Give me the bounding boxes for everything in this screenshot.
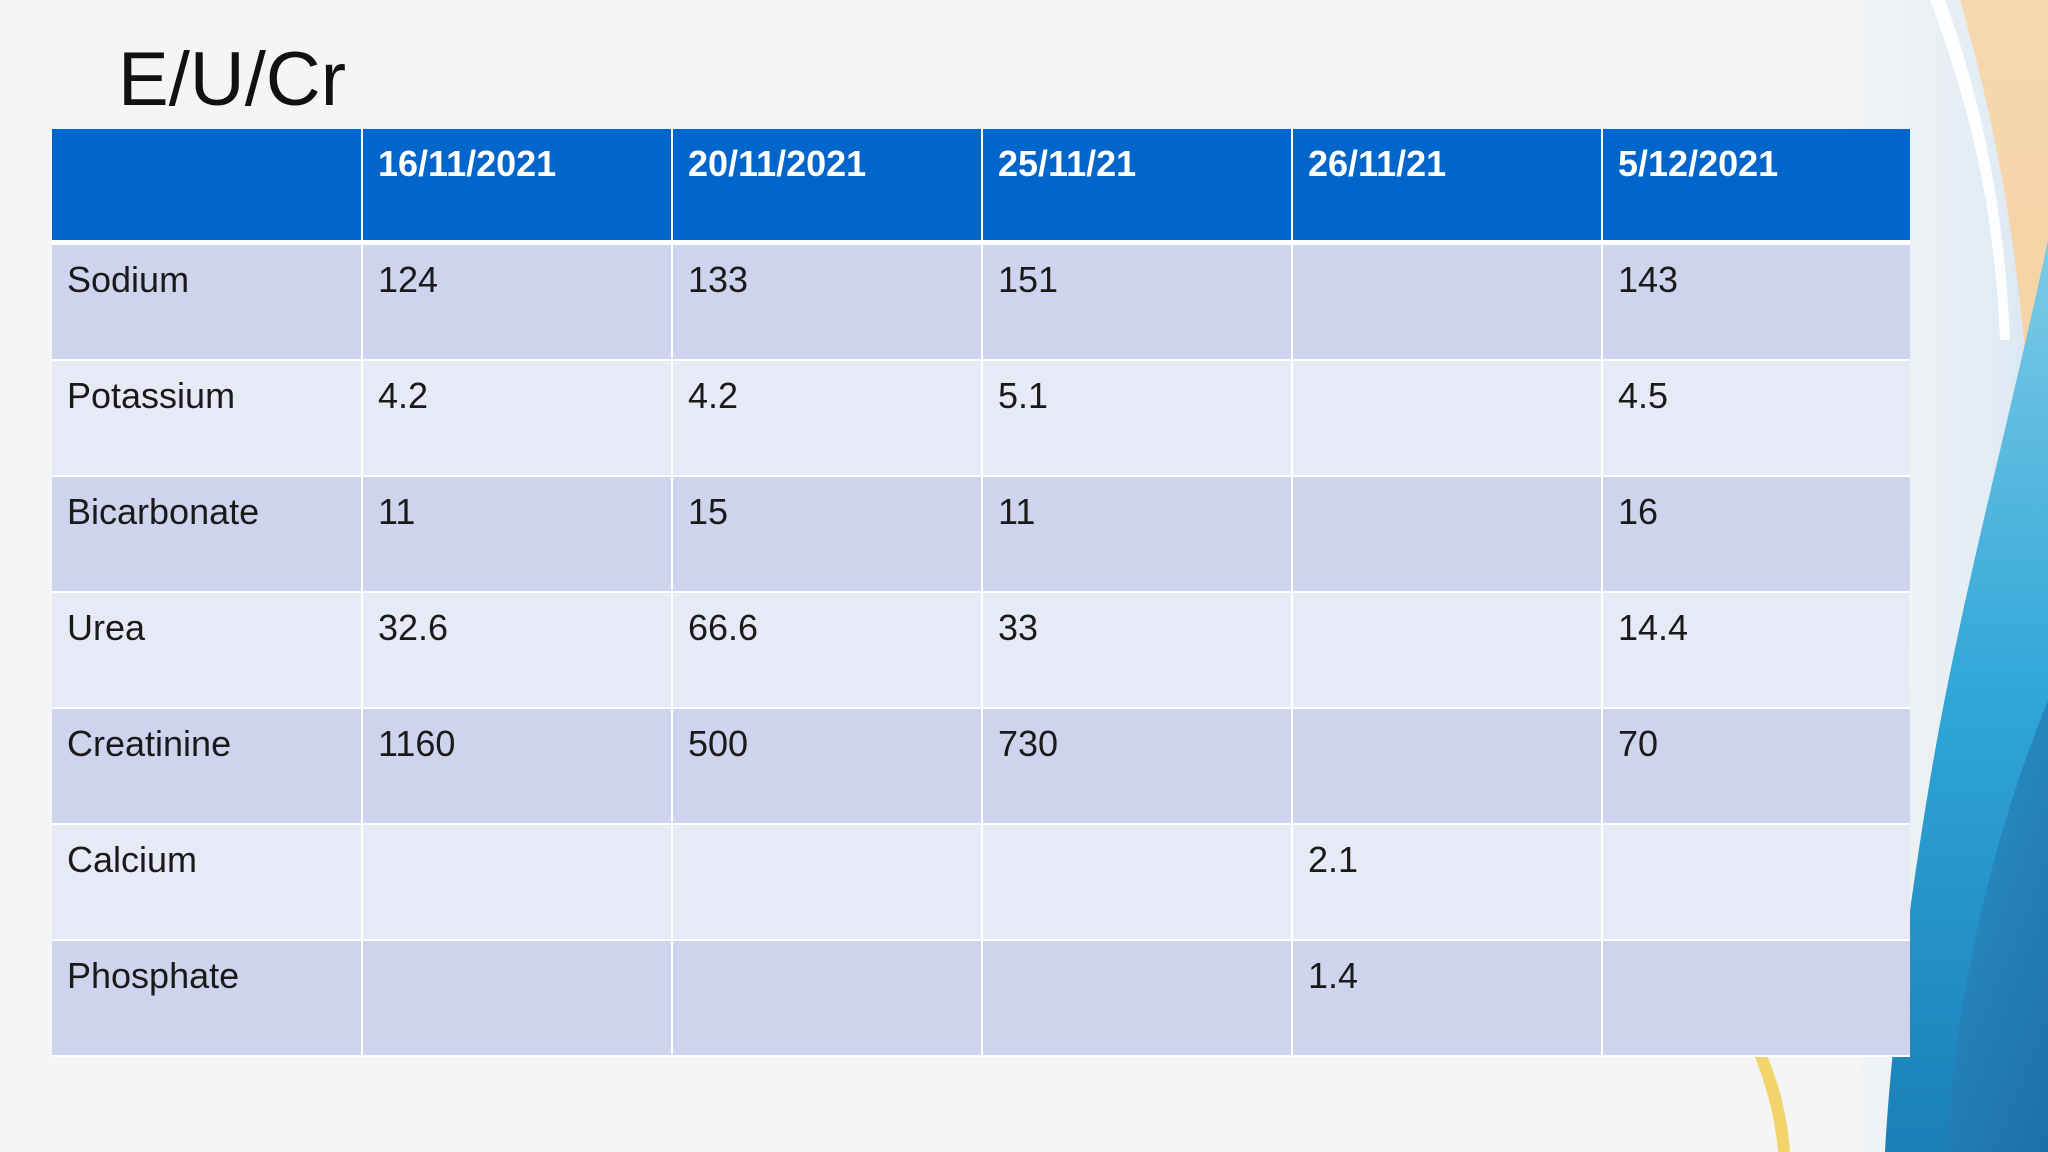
slide-title: E/U/Cr xyxy=(118,37,346,122)
header-cell-date: 20/11/2021 xyxy=(671,129,983,245)
table-cell: 151 xyxy=(981,242,1293,361)
header-cell-date: 16/11/2021 xyxy=(361,129,673,245)
table-cell: 500 xyxy=(671,708,983,825)
table-cell: 14.4 xyxy=(1601,592,1910,709)
table-cell xyxy=(361,824,673,941)
table-cell xyxy=(1601,824,1910,941)
table-cell: 11 xyxy=(361,476,673,593)
header-cell-date: 25/11/21 xyxy=(981,129,1293,245)
white-ribbon xyxy=(1930,0,2010,340)
table-cell: 4.2 xyxy=(361,360,673,477)
table-cell: 133 xyxy=(671,242,983,361)
table-cell xyxy=(1291,476,1603,593)
table-cell xyxy=(1291,592,1603,709)
table-cell: 1160 xyxy=(361,708,673,825)
table-cell: 15 xyxy=(671,476,983,593)
table-cell xyxy=(671,824,983,941)
table-header-row: 16/11/2021 20/11/2021 25/11/21 26/11/21 … xyxy=(52,129,1910,245)
lab-results-table: 16/11/2021 20/11/2021 25/11/21 26/11/21 … xyxy=(52,129,1910,1057)
header-cell-date: 26/11/21 xyxy=(1291,129,1603,245)
table-cell: 124 xyxy=(361,242,673,361)
table-row: Urea 32.6 66.6 33 14.4 xyxy=(52,592,1910,709)
table-cell: 16 xyxy=(1601,476,1910,593)
row-label-sodium: Sodium xyxy=(52,242,363,361)
row-label-calcium: Calcium xyxy=(52,824,363,941)
table-cell: 32.6 xyxy=(361,592,673,709)
deep-blue-wave xyxy=(1945,700,2048,1152)
row-label-bicarbonate: Bicarbonate xyxy=(52,476,363,593)
table-cell xyxy=(1291,360,1603,477)
table-row: Phosphate 1.4 xyxy=(52,940,1910,1057)
table-cell: 33 xyxy=(981,592,1293,709)
table-cell: 2.1 xyxy=(1291,824,1603,941)
table-cell: 66.6 xyxy=(671,592,983,709)
table-cell: 70 xyxy=(1601,708,1910,825)
header-cell-date: 5/12/2021 xyxy=(1601,129,1910,245)
table-cell: 1.4 xyxy=(1291,940,1603,1057)
table-row: Calcium 2.1 xyxy=(52,824,1910,941)
yellow-ribbon xyxy=(1748,1036,1790,1152)
table-cell xyxy=(1291,242,1603,361)
table-cell: 11 xyxy=(981,476,1293,593)
table-row: Bicarbonate 11 15 11 16 xyxy=(52,476,1910,593)
table-cell: 5.1 xyxy=(981,360,1293,477)
row-label-creatinine: Creatinine xyxy=(52,708,363,825)
table-cell xyxy=(671,940,983,1057)
row-label-phosphate: Phosphate xyxy=(52,940,363,1057)
table-cell xyxy=(1291,708,1603,825)
table-row: Sodium 124 133 151 143 xyxy=(52,242,1910,361)
header-cell-blank xyxy=(52,129,363,245)
table-cell xyxy=(1601,940,1910,1057)
table-row: Creatinine 1160 500 730 70 xyxy=(52,708,1910,825)
table-cell xyxy=(981,824,1293,941)
table-cell: 4.5 xyxy=(1601,360,1910,477)
table-cell: 730 xyxy=(981,708,1293,825)
table-row: Potassium 4.2 4.2 5.1 4.5 xyxy=(52,360,1910,477)
row-label-urea: Urea xyxy=(52,592,363,709)
row-label-potassium: Potassium xyxy=(52,360,363,477)
table-cell: 143 xyxy=(1601,242,1910,361)
table-cell xyxy=(981,940,1293,1057)
table-cell xyxy=(361,940,673,1057)
table-cell: 4.2 xyxy=(671,360,983,477)
